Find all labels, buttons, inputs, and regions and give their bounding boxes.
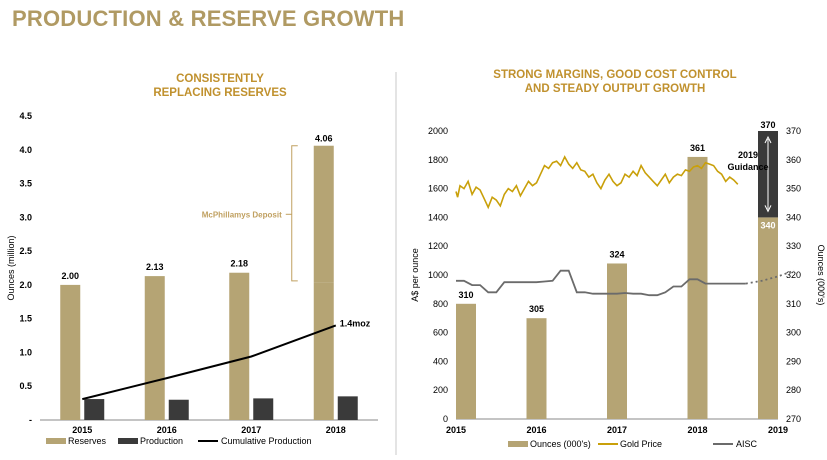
left-y-tick-label: 0.5 bbox=[19, 381, 32, 391]
cumulative-production-line bbox=[82, 324, 337, 401]
right-right-y-tick-label: 340 bbox=[786, 212, 801, 222]
right-left-y-tick-label: 200 bbox=[433, 385, 448, 395]
left-x-tick-label: 2018 bbox=[326, 425, 346, 435]
gold-price-line bbox=[455, 155, 739, 210]
left-panel-title-line-2: REPLACING RESERVES bbox=[153, 87, 287, 99]
left-x-tick-label: 2015 bbox=[72, 425, 92, 435]
left-y-axis-label: Ounces (million) bbox=[6, 235, 16, 300]
right-left-y-tick-label: 0 bbox=[443, 414, 448, 424]
left-x-tick-label: 2016 bbox=[157, 425, 177, 435]
ounces-value-label: 305 bbox=[529, 304, 544, 314]
right-right-y-tick-label: 280 bbox=[786, 385, 801, 395]
left-y-tick-label: 3.5 bbox=[19, 179, 32, 189]
right-left-y-tick-label: 800 bbox=[433, 299, 448, 309]
aisc-line bbox=[456, 269, 746, 297]
ounces-bar bbox=[607, 263, 627, 419]
legend-cumulative-label: Cumulative Production bbox=[221, 436, 312, 446]
production-bar bbox=[168, 399, 189, 420]
left-y-tick-label: - bbox=[29, 415, 32, 425]
guidance-arrow-head-down bbox=[764, 205, 772, 213]
legend-reserves-swatch bbox=[46, 438, 66, 444]
legend-ounces-swatch bbox=[508, 441, 528, 447]
right-right-y-axis-label: Ounces (000's) bbox=[816, 245, 826, 306]
right-right-y-tick-label: 290 bbox=[786, 356, 801, 366]
right-x-tick-label: 2016 bbox=[526, 425, 546, 435]
left-y-tick-label: 4.5 bbox=[19, 111, 32, 121]
right-left-y-tick-label: 1200 bbox=[428, 241, 448, 251]
aisc-forecast-line bbox=[745, 269, 795, 285]
reserves-bar bbox=[144, 276, 165, 420]
ounces-value-label: 361 bbox=[690, 143, 705, 153]
left-panel-title-line-1: CONSISTENTLY bbox=[176, 73, 264, 85]
legend-production-swatch bbox=[118, 438, 138, 444]
ounces-bar bbox=[687, 156, 708, 420]
left-y-tick-label: 2.0 bbox=[19, 280, 32, 290]
right-left-y-tick-label: 1400 bbox=[428, 212, 448, 222]
guidance-low-label: 340 bbox=[760, 220, 775, 230]
left-y-tick-label: 4.0 bbox=[19, 145, 32, 155]
right-left-y-tick-label: 1800 bbox=[428, 155, 448, 165]
right-chart: 0 200 400 600 800 1000 1200 1400 1600 1800 2000 270… bbox=[410, 120, 826, 449]
reserves-total-label: 4.06 bbox=[315, 134, 333, 144]
reserves-bar bbox=[229, 272, 250, 420]
right-right-y-tick-label: 310 bbox=[786, 299, 801, 309]
legend-aisc-label: AISC bbox=[736, 439, 758, 449]
ounces-bar bbox=[526, 318, 547, 419]
ounces-bar bbox=[758, 217, 778, 419]
mcphillamys-stacked-bar bbox=[313, 145, 334, 283]
right-x-tick-label: 2019 bbox=[768, 425, 788, 435]
ounces-value-label: 310 bbox=[458, 290, 473, 300]
right-panel-title-line-2: AND STEADY OUTPUT GROWTH bbox=[524, 83, 706, 95]
left-x-tick-label: 2017 bbox=[241, 425, 261, 435]
legend-production-label: Production bbox=[140, 436, 183, 446]
left-y-tick-label: 3.0 bbox=[19, 212, 32, 222]
reserves-value-label: 2.13 bbox=[146, 262, 164, 272]
right-right-y-tick-label: 370 bbox=[786, 126, 801, 136]
right-left-y-tick-label: 2000 bbox=[428, 126, 448, 136]
right-x-tick-label: 2015 bbox=[446, 425, 466, 435]
right-right-y-tick-label: 320 bbox=[786, 270, 801, 280]
reserves-bar bbox=[60, 284, 81, 420]
ounces-bar bbox=[456, 303, 476, 419]
right-right-y-tick-label: 300 bbox=[786, 328, 801, 338]
production-bar bbox=[253, 398, 274, 420]
guidance-arrow-head-up bbox=[764, 135, 772, 144]
guidance-label-line-1: 2019 bbox=[738, 150, 758, 160]
right-right-y-tick-label: 330 bbox=[786, 241, 801, 251]
legend-reserves-label: Reserves bbox=[68, 436, 107, 446]
right-panel-title: STRONG MARGINS, GOOD COST CONTROL AND ST… bbox=[465, 68, 765, 96]
left-panel-title: CONSISTENTLY REPLACING RESERVES bbox=[100, 72, 340, 100]
production-bar bbox=[337, 396, 358, 420]
mcphillamys-bracket bbox=[291, 145, 298, 282]
right-right-y-tick-label: 270 bbox=[786, 414, 801, 424]
right-left-y-tick-label: 1000 bbox=[428, 270, 448, 280]
right-x-tick-label: 2018 bbox=[687, 425, 707, 435]
ounces-value-label: 324 bbox=[609, 249, 624, 259]
right-panel-title-line-1: STRONG MARGINS, GOOD COST CONTROL bbox=[493, 69, 737, 81]
guidance-label-line-2: Guidance bbox=[727, 162, 768, 172]
right-right-y-tick-label: 360 bbox=[786, 155, 801, 165]
right-left-y-tick-label: 1600 bbox=[428, 184, 448, 194]
right-x-tick-label: 2017 bbox=[607, 425, 627, 435]
mcphillamys-annotation: McPhillamys Deposit bbox=[202, 210, 282, 219]
right-left-y-tick-label: 600 bbox=[433, 328, 448, 338]
left-y-tick-label: 2.5 bbox=[19, 246, 32, 256]
left-y-tick-label: 1.5 bbox=[19, 314, 32, 324]
right-left-y-axis-label: A$ per ounce bbox=[410, 248, 420, 302]
right-right-y-tick-label: 350 bbox=[786, 184, 801, 194]
page-title: PRODUCTION & RESERVE GROWTH bbox=[12, 6, 405, 31]
left-y-tick-label: 1.0 bbox=[19, 347, 32, 357]
legend-gold-price-label: Gold Price bbox=[620, 439, 662, 449]
cumulative-end-label: 1.4moz bbox=[340, 318, 371, 328]
reserves-value-label: 2.00 bbox=[61, 271, 79, 281]
reserves-bar bbox=[313, 282, 334, 420]
production-bar bbox=[84, 399, 105, 420]
right-left-y-tick-label: 400 bbox=[433, 356, 448, 366]
guidance-high-label: 370 bbox=[760, 120, 775, 130]
reserves-value-label: 2.18 bbox=[230, 259, 248, 269]
legend-ounces-label: Ounces (000's) bbox=[530, 439, 591, 449]
left-chart: - 0.5 1.0 1.5 2.0 2.5 3.0 3.5 4.0 4.5 Ounces (mill… bbox=[6, 111, 378, 446]
